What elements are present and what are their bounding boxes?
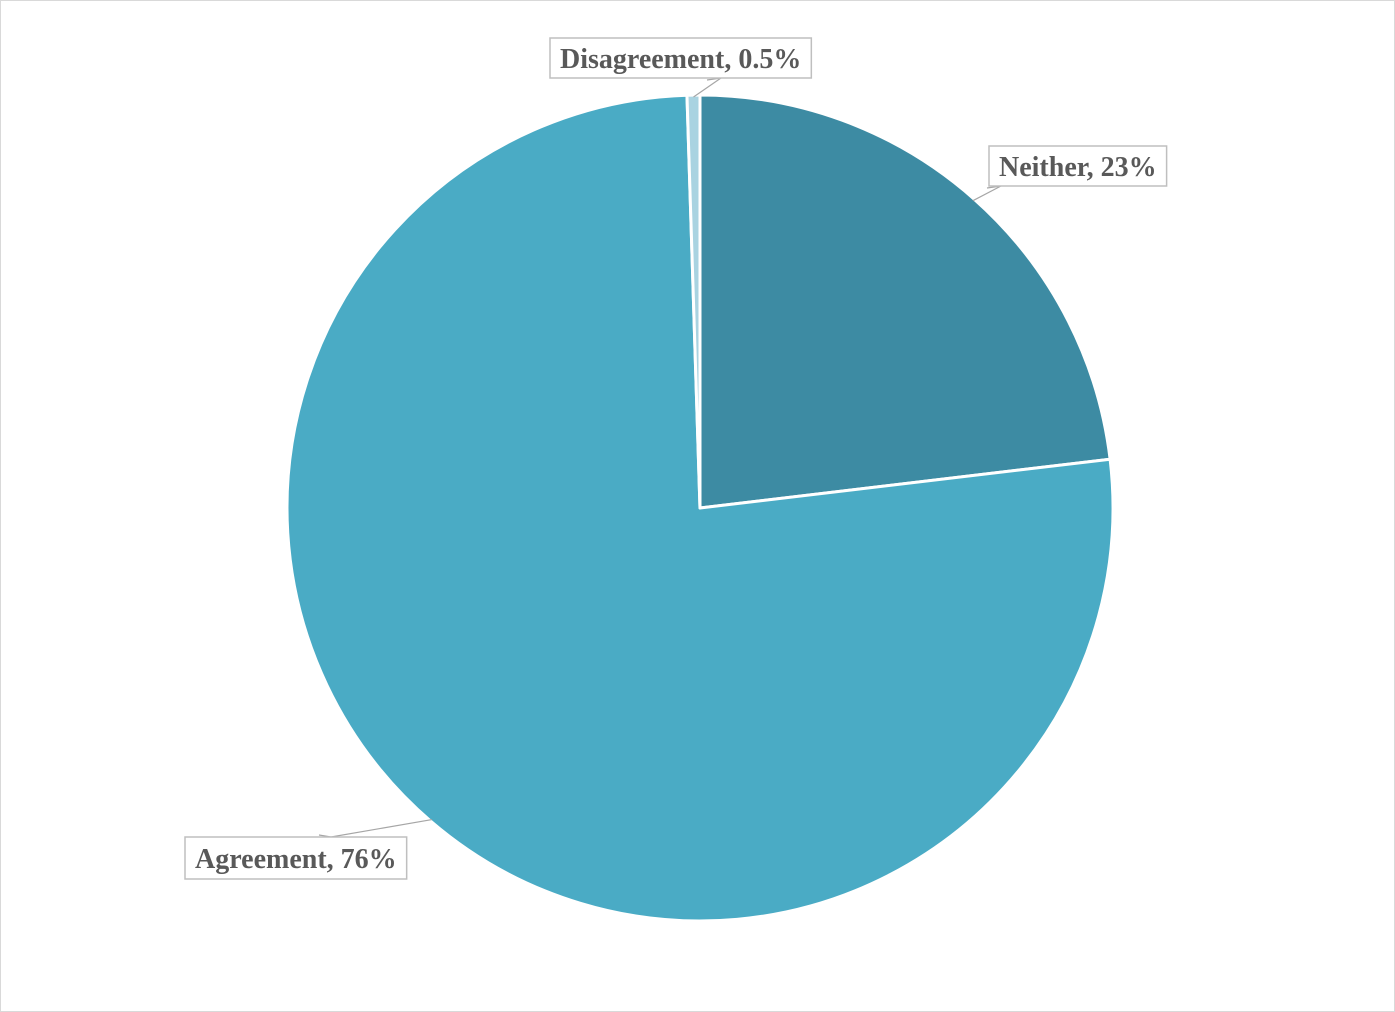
data-label-box: [549, 37, 813, 79]
pie-slice-neither[interactable]: [698, 93, 1112, 510]
pie-slices: [285, 93, 1115, 923]
data-label-text: Disagreement, 0.5%: [560, 44, 801, 75]
data-label-text: Agreement, 76%: [195, 844, 397, 875]
leader-line: [318, 818, 433, 838]
leader-line: [972, 185, 1002, 202]
pie-slice-disagreement[interactable]: [685, 93, 702, 510]
data-label-agreement: Agreement, 76%: [184, 818, 433, 880]
pie-labels: Neither, 23% Agreement, 76% Disagreement, …: [184, 37, 1168, 880]
data-label-neither: Neither, 23%: [972, 145, 1168, 202]
data-label-box: [988, 145, 1168, 187]
data-label-text: Neither, 23%: [999, 152, 1157, 183]
data-label-box: [184, 836, 408, 880]
data-label-disagreement: Disagreement, 0.5%: [549, 37, 813, 98]
